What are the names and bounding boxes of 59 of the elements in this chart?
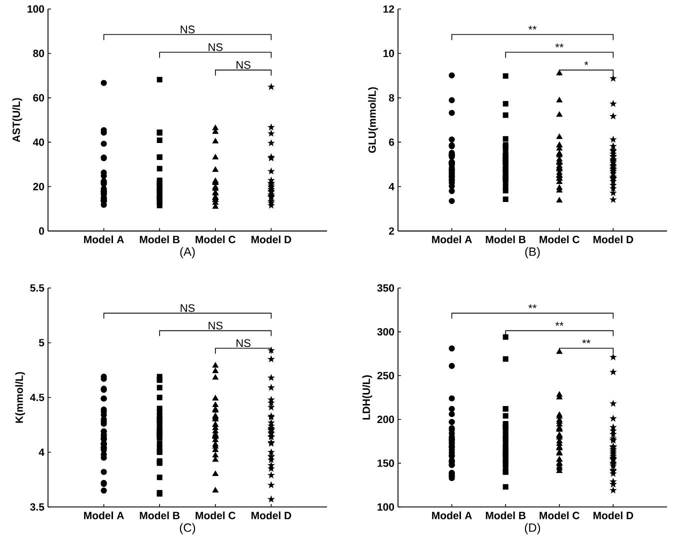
y-tick-label: 100 bbox=[28, 5, 44, 13]
x-axis-title: (B) bbox=[525, 247, 540, 258]
x-tick-label: Model C bbox=[540, 236, 580, 244]
y-tick-label: 3.5 bbox=[30, 503, 44, 511]
x-tick-label: Model A bbox=[84, 512, 124, 520]
x-axis-title: (C) bbox=[180, 523, 196, 534]
annotation: NS bbox=[180, 26, 195, 34]
x-tick-label: Model C bbox=[540, 512, 580, 520]
y-tick-label: 0 bbox=[39, 227, 44, 235]
annotation: ** bbox=[555, 44, 564, 48]
annotation: ** bbox=[528, 26, 537, 30]
x-tick-label: Model C bbox=[196, 236, 236, 244]
y-tick-label: 300 bbox=[377, 328, 394, 336]
y-axis-title: K(mmol/L) bbox=[15, 372, 26, 423]
y-tick-label: 4.5 bbox=[30, 394, 44, 402]
y-tick-label: 80 bbox=[33, 50, 44, 58]
y-tick-label: 200 bbox=[377, 416, 394, 424]
x-tick-label: Model D bbox=[593, 512, 634, 520]
y-axis-title: AST(U/L) bbox=[12, 98, 22, 142]
y-tick-label: 4 bbox=[388, 182, 394, 190]
x-tick-label: Model A bbox=[84, 236, 124, 244]
y-axis-title: GLU(mmol/L) bbox=[368, 87, 378, 153]
x-tick-label: Model B bbox=[140, 236, 180, 244]
x-tick-label: Model A bbox=[432, 512, 472, 520]
y-tick-label: 60 bbox=[33, 94, 44, 102]
x-tick-label: Model D bbox=[251, 512, 292, 520]
y-tick-label: 150 bbox=[378, 459, 394, 467]
x-tick-label: Model C bbox=[196, 512, 236, 520]
annotation: ** bbox=[528, 304, 537, 308]
x-axis-title: (A) bbox=[180, 247, 195, 258]
y-tick-label: 12 bbox=[383, 5, 394, 13]
annotation: NS bbox=[208, 43, 223, 52]
y-tick-label: 40 bbox=[32, 138, 44, 146]
x-tick-label: Model B bbox=[486, 512, 526, 520]
y-tick-label: 10 bbox=[383, 50, 394, 58]
y-tick-label: 250 bbox=[377, 372, 394, 380]
x-tick-label: Model B bbox=[140, 512, 180, 520]
annotation: ** bbox=[555, 322, 564, 326]
y-axis-title: LDH(U/L) bbox=[362, 375, 372, 420]
y-tick-label: 2 bbox=[388, 227, 394, 235]
y-tick-label: 6 bbox=[389, 138, 394, 146]
x-tick-label: Model D bbox=[251, 236, 292, 244]
y-tick-label: 4 bbox=[38, 448, 44, 456]
annotation: ** bbox=[582, 339, 590, 344]
annotation: NS bbox=[236, 339, 250, 348]
annotation: NS bbox=[208, 322, 223, 330]
y-tick-label: 20 bbox=[33, 182, 44, 190]
y-tick-label: 5.5 bbox=[30, 284, 44, 292]
y-tick-label: 8 bbox=[388, 94, 394, 102]
annotation: NS bbox=[236, 61, 250, 69]
y-tick-label: 5 bbox=[38, 339, 44, 346]
annotation: * bbox=[584, 61, 588, 66]
annotation: NS bbox=[180, 304, 195, 312]
y-tick-label: 350 bbox=[377, 284, 394, 292]
x-tick-label: Model D bbox=[593, 236, 634, 244]
x-tick-label: Model A bbox=[432, 236, 472, 244]
x-tick-label: Model B bbox=[486, 236, 526, 244]
x-axis-title: (D) bbox=[524, 523, 540, 534]
y-tick-label: 100 bbox=[378, 503, 394, 511]
